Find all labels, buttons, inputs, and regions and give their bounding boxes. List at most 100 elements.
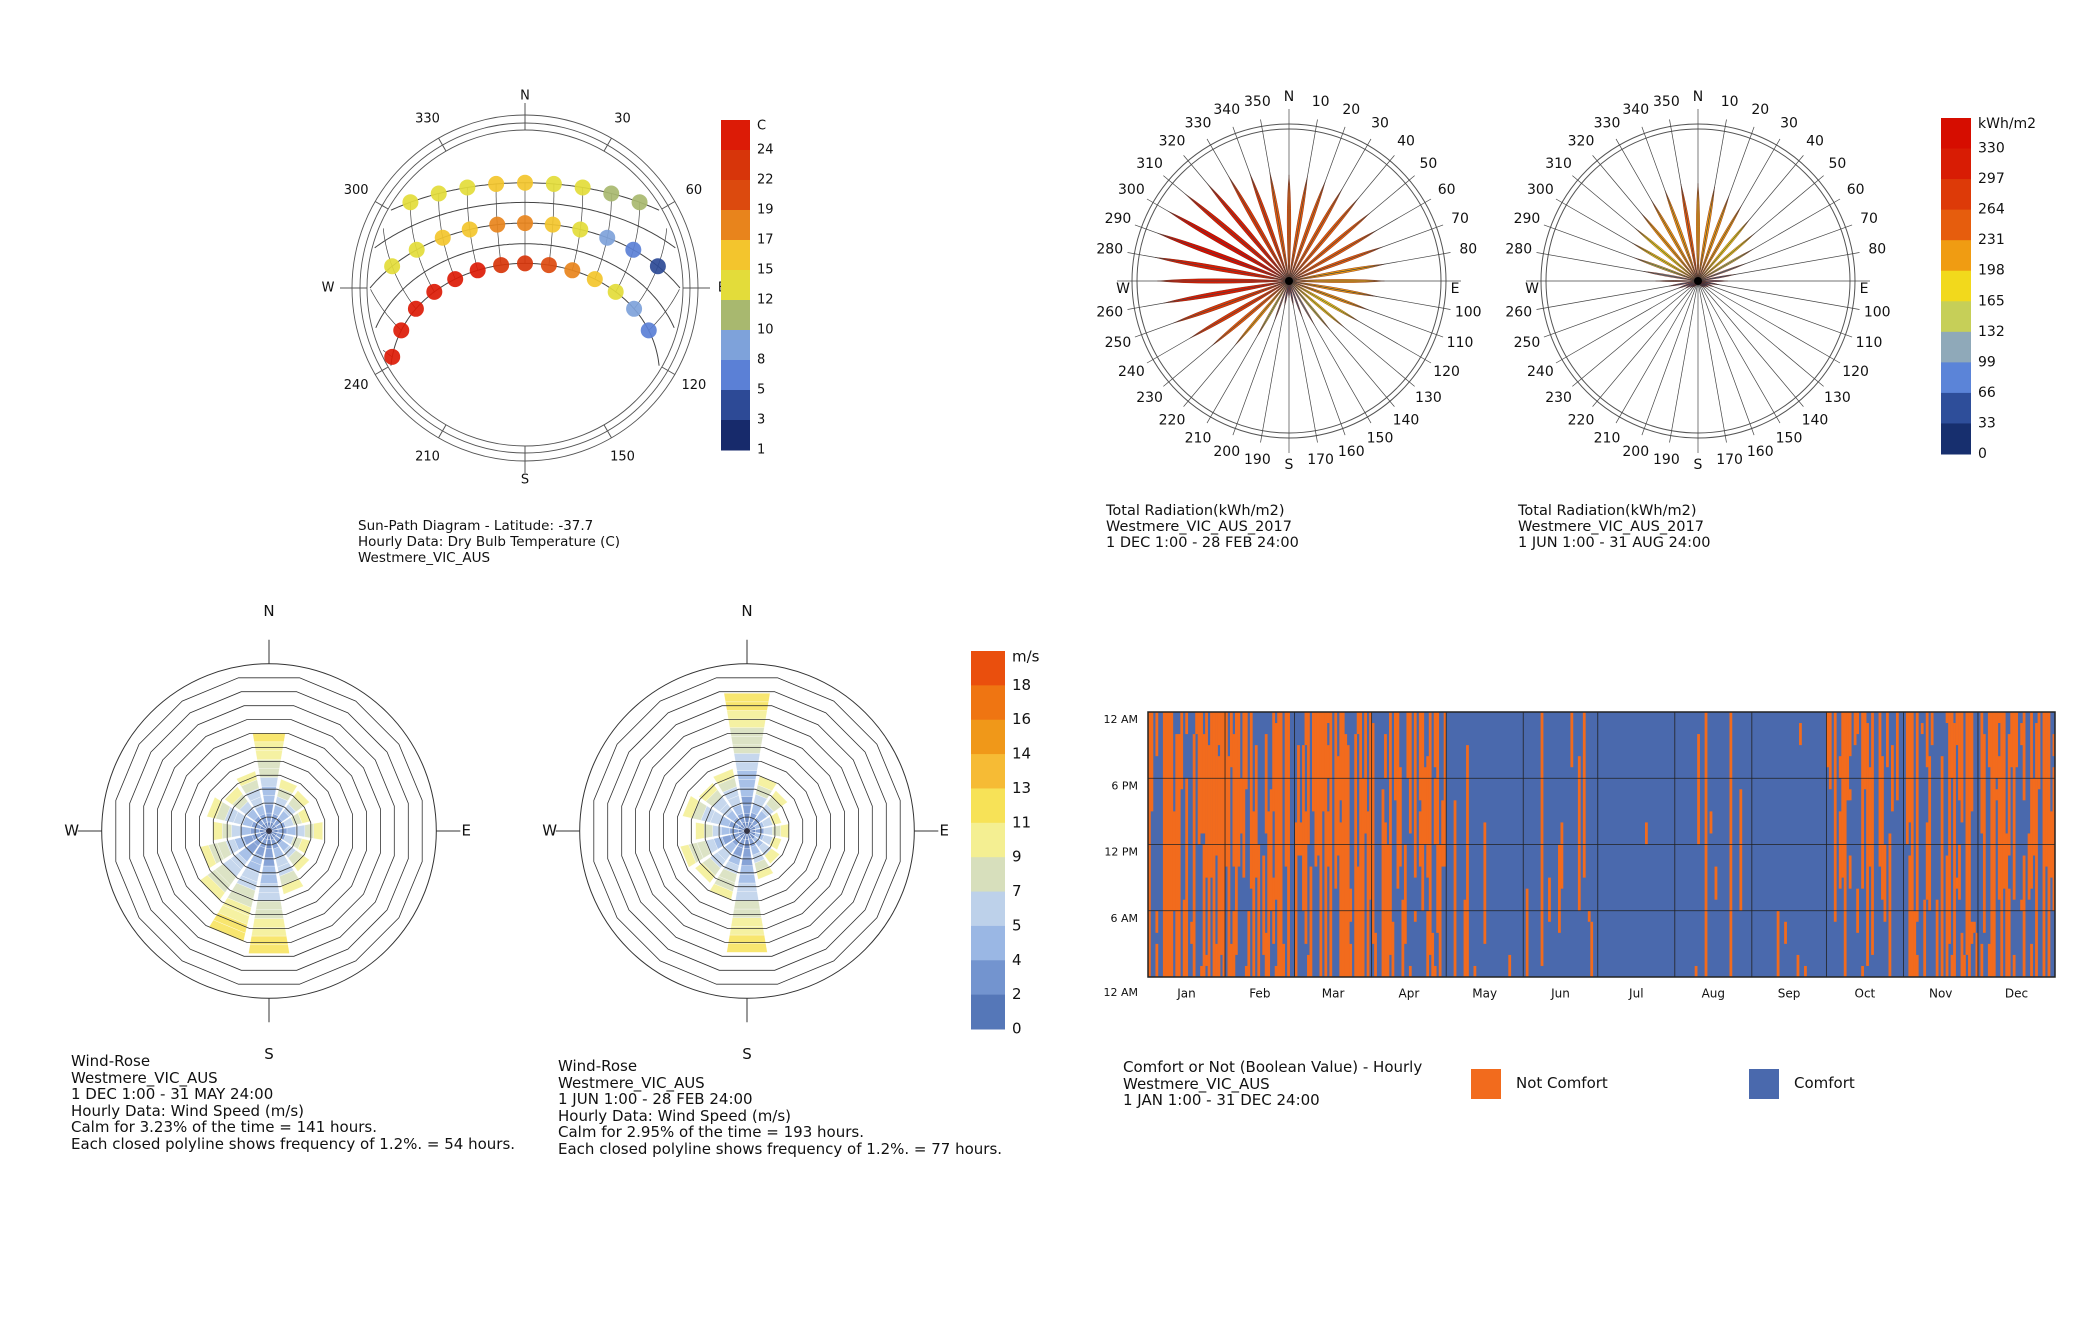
temperature-legend-tick: 1 bbox=[757, 443, 765, 458]
radiation-legend-band bbox=[1941, 423, 1971, 455]
not-comfort-cell bbox=[1886, 712, 1889, 768]
wind-band bbox=[257, 892, 281, 902]
sun-position-dot bbox=[402, 194, 419, 211]
temperature-legend-band bbox=[721, 420, 750, 451]
sun-position-dot bbox=[545, 175, 562, 192]
not-comfort-cell bbox=[1958, 712, 1961, 801]
frequency-ring bbox=[226, 788, 312, 874]
frequency-ring bbox=[240, 802, 298, 860]
not-comfort-cell bbox=[1205, 712, 1208, 878]
frequency-ring bbox=[718, 802, 776, 860]
not-comfort-cell bbox=[1384, 822, 1387, 977]
radiation-legend-band bbox=[1941, 179, 1971, 211]
sun-position-dot bbox=[459, 179, 476, 196]
not-comfort-cell bbox=[1953, 723, 1956, 977]
not-comfort-cell bbox=[1349, 943, 1353, 977]
direction-line bbox=[1697, 280, 1727, 443]
direction-line bbox=[1183, 155, 1290, 282]
frequency-ring bbox=[621, 705, 873, 957]
not-comfort-cell bbox=[1965, 712, 1969, 955]
not-comfort-cell bbox=[1155, 943, 1159, 977]
wind-band bbox=[255, 900, 283, 910]
not-comfort-cell bbox=[1180, 712, 1184, 790]
not-comfort-cell bbox=[2015, 712, 2019, 768]
not-comfort-cell bbox=[2007, 888, 2011, 977]
wind-band bbox=[732, 744, 762, 754]
not-comfort-cell bbox=[1945, 712, 1949, 724]
not-comfort-cell bbox=[2007, 734, 2011, 856]
caption-line: Westmere_VIC_AUS bbox=[558, 1073, 705, 1092]
sun-position-dot bbox=[393, 322, 410, 339]
not-comfort-cell bbox=[1326, 745, 1330, 779]
not-comfort-cell bbox=[1384, 734, 1387, 779]
not-comfort-cell bbox=[1915, 954, 1919, 977]
not-comfort-cell bbox=[1195, 712, 1198, 735]
wind-band bbox=[261, 786, 277, 796]
not-comfort-cell bbox=[1861, 712, 1864, 889]
not-comfort-cell bbox=[1267, 811, 1271, 977]
month-label: Nov bbox=[1929, 987, 1952, 1001]
rose-center bbox=[266, 828, 272, 834]
not-comfort-cell bbox=[1185, 778, 1189, 977]
not-comfort-cell bbox=[1302, 745, 1305, 911]
not-comfort-cell bbox=[1868, 767, 1872, 867]
direction-label: 30 bbox=[1371, 115, 1389, 131]
direction-label: 250 bbox=[1514, 335, 1541, 351]
month-label: Dec bbox=[2005, 987, 2028, 1001]
not-comfort-cell bbox=[1232, 734, 1236, 867]
direction-label: 20 bbox=[1751, 102, 1769, 118]
wind-band bbox=[729, 827, 739, 835]
radiation-legend-tick: 0 bbox=[1978, 446, 1987, 462]
not-comfort-cell bbox=[1264, 734, 1268, 834]
temperature-legend-tick: 3 bbox=[757, 413, 765, 428]
wind-band bbox=[745, 830, 749, 840]
temperature-legend-tick: 19 bbox=[757, 203, 774, 218]
caption-line: Calm for 3.23% of the time = 141 hours. bbox=[71, 1118, 377, 1136]
sun-position-dot bbox=[603, 185, 620, 202]
angle-tick bbox=[374, 201, 389, 210]
sun-position-dot bbox=[488, 175, 505, 192]
not-comfort-cell bbox=[1366, 811, 1370, 977]
direction-label: 310 bbox=[1136, 156, 1163, 172]
compass-label-N: N bbox=[520, 89, 530, 104]
direction-line bbox=[1697, 155, 1804, 282]
not-comfort-cell bbox=[2027, 833, 2031, 900]
angle-label: 150 bbox=[610, 449, 635, 464]
not-comfort-cell bbox=[1426, 910, 1430, 977]
direction-line bbox=[1288, 280, 1415, 387]
wind-band bbox=[735, 761, 759, 771]
not-comfort-cell bbox=[1185, 712, 1189, 735]
sun-position-dot bbox=[626, 300, 643, 317]
compass-label-W: W bbox=[64, 822, 79, 840]
not-comfort-cell bbox=[1237, 712, 1241, 867]
rose-center bbox=[1285, 277, 1293, 285]
sun-position-dot bbox=[489, 216, 506, 233]
not-comfort-cell bbox=[1294, 822, 1298, 977]
direction-line bbox=[1555, 280, 1699, 364]
direction-label: 140 bbox=[1393, 412, 1420, 428]
not-comfort-cell bbox=[1508, 954, 1512, 977]
wind-band bbox=[738, 829, 748, 833]
not-comfort-cell bbox=[1230, 943, 1233, 977]
not-comfort-cell bbox=[1220, 712, 1223, 955]
not-comfort-cell bbox=[1339, 822, 1343, 977]
not-comfort-cell bbox=[1970, 921, 1974, 944]
not-comfort-cell bbox=[1326, 712, 1330, 724]
direction-label: 70 bbox=[1860, 211, 1878, 227]
wind-speed-legend-unit: m/s bbox=[1012, 648, 1040, 666]
wind-band bbox=[252, 732, 286, 743]
angle-tick bbox=[438, 424, 447, 439]
wind-band bbox=[733, 900, 761, 910]
wind-band bbox=[735, 891, 759, 901]
not-comfort-cell bbox=[1848, 712, 1852, 757]
compass-label-N: N bbox=[741, 602, 752, 620]
not-comfort-cell bbox=[1200, 712, 1203, 834]
temperature-legend-tick: 12 bbox=[757, 293, 774, 308]
wind-band bbox=[268, 829, 279, 833]
not-comfort-cell bbox=[1881, 756, 1884, 900]
radiation-legend-tick: 165 bbox=[1978, 293, 2005, 309]
not-comfort-cell bbox=[1856, 712, 1859, 735]
direction-line bbox=[1183, 280, 1290, 407]
not-comfort-cell bbox=[1441, 800, 1445, 867]
frequency-ring bbox=[704, 788, 790, 874]
